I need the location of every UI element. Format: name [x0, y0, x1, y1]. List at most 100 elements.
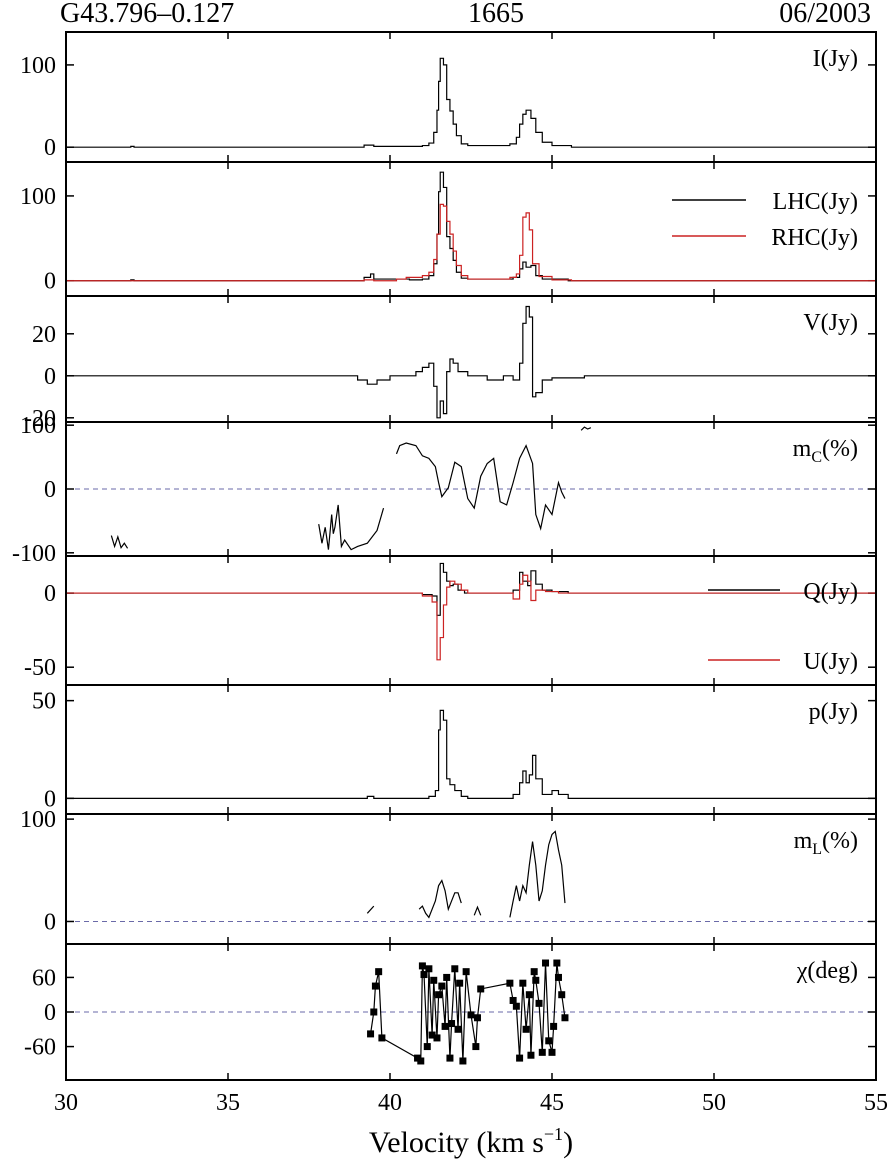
data-point [512, 1002, 520, 1010]
y-tick-label: 0 [44, 269, 56, 295]
data-point [548, 1048, 556, 1056]
data-point [428, 1031, 436, 1039]
series-i-jy- [66, 57, 876, 148]
x-tick-label: 50 [702, 1090, 726, 1116]
data-point [477, 985, 485, 993]
panel-frame [65, 943, 877, 1081]
data-point [506, 979, 514, 987]
series-mc-d [580, 426, 592, 431]
data-point [509, 996, 517, 1004]
y-tick-label: 50 [32, 689, 56, 715]
panel-label: mC(%) [793, 436, 858, 466]
panel-2: 0 100 LHC(Jy) RHC(Jy) [20, 161, 877, 297]
y-tick-label: 0 [44, 135, 56, 161]
panel-4: -100 0 100 mC(%) [12, 413, 877, 567]
data-point [522, 1025, 530, 1033]
x-axis-label-close: ) [563, 1126, 573, 1159]
series-ml-b [418, 879, 462, 919]
data-point [417, 1057, 425, 1065]
data-point [516, 1054, 524, 1062]
series-ml-a [366, 905, 375, 914]
panel-5: -50 0 Q(Jy) U(Jy) [24, 555, 877, 686]
data-point [443, 973, 451, 981]
panel-label-sub: L [812, 841, 822, 858]
x-axis-label-sup: −1 [544, 1124, 563, 1144]
data-point [454, 1025, 462, 1033]
data-point [462, 968, 470, 976]
data-point [425, 965, 433, 973]
data-point [438, 982, 446, 990]
data-point [472, 1043, 480, 1051]
panel-frame [65, 555, 877, 686]
data-point [519, 979, 527, 987]
y-tick-label: 100 [20, 807, 56, 833]
y-tick-label: -100 [12, 541, 56, 567]
series-ml-c [473, 905, 482, 916]
y-tick-label: -20 [24, 406, 56, 432]
data-point [459, 1057, 467, 1065]
frequency-label: 1665 [468, 0, 524, 29]
panel-label: p(Jy) [809, 699, 858, 725]
data-point [420, 971, 428, 979]
data-point [435, 991, 443, 999]
series-u-jy- [66, 574, 876, 661]
panel-label: I(Jy) [813, 46, 858, 72]
y-tick-label: 20 [32, 322, 56, 348]
data-point [375, 968, 383, 976]
panel-label: χ(deg) [796, 958, 858, 984]
series-lhc-jy- [66, 171, 876, 282]
series-v-jy- [66, 305, 876, 419]
data-point [542, 959, 550, 967]
series-ml-d [509, 830, 566, 918]
data-point [558, 991, 566, 999]
data-point [467, 1011, 475, 1019]
panel-label-tail: (%) [822, 436, 858, 462]
legend-label: RHC(Jy) [771, 225, 858, 251]
y-tick-label: 0 [44, 581, 56, 607]
data-point [561, 1014, 569, 1022]
series-rhc-jy- [66, 203, 876, 282]
x-tick-label: 35 [216, 1090, 240, 1116]
data-point [473, 1014, 481, 1022]
data-point [538, 1048, 546, 1056]
series-mc-b [318, 504, 385, 551]
panel-8: -60 0 60 χ(deg) [24, 943, 877, 1081]
legend-label: Q(Jy) [803, 579, 858, 605]
panel-frame [65, 31, 877, 163]
y-tick-label: -60 [24, 1035, 56, 1061]
data-point [554, 973, 562, 981]
y-tick-label: -50 [24, 655, 56, 681]
panel-label-sub: C [811, 449, 822, 466]
data-point [367, 1030, 375, 1038]
data-point [527, 1051, 535, 1059]
data-point [451, 965, 459, 973]
panel-label-tail: (%) [822, 828, 858, 854]
panel-1: 0 100 I(Jy) [20, 31, 877, 163]
data-point [371, 982, 379, 990]
data-point [550, 1022, 558, 1030]
panel-3: -20 0 20 V(Jy) [24, 295, 877, 432]
source-name: G43.796–0.127 [60, 0, 235, 29]
y-tick-label: 0 [44, 1000, 56, 1026]
y-tick-label: 100 [20, 53, 56, 79]
y-tick-label: 0 [44, 364, 56, 390]
x-tick-label: 30 [54, 1090, 78, 1116]
panel-frame [65, 295, 877, 423]
y-tick-label: 60 [32, 965, 56, 991]
data-point [418, 962, 426, 970]
data-point [378, 1034, 386, 1042]
data-point [553, 959, 561, 967]
date-label: 06/2003 [779, 0, 871, 29]
x-tick-label: 55 [864, 1090, 887, 1116]
panel-frame [65, 684, 877, 815]
legend-label: U(Jy) [803, 649, 858, 675]
x-tick-label: 40 [378, 1090, 402, 1116]
series-mc-c [395, 442, 566, 531]
data-point [370, 1008, 378, 1016]
x-axis-label: Velocity (km s−1) [369, 1124, 573, 1159]
y-tick-label: 0 [44, 477, 56, 503]
legend-label: LHC(Jy) [773, 189, 858, 215]
data-point [530, 968, 538, 976]
data-point [448, 1020, 456, 1028]
